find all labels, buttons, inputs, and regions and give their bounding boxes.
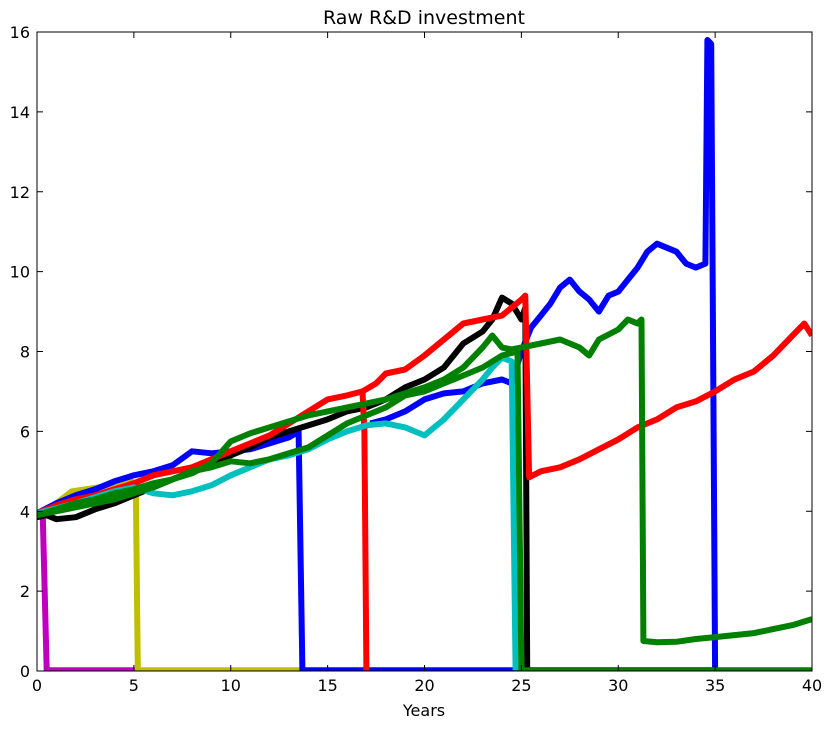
y-axis-ticks: 0 2 4 6 8 10 12 14 16 — [10, 23, 812, 681]
series-line-6 — [360, 292, 812, 481]
plot-frame — [36, 31, 813, 672]
plot-area — [36, 31, 813, 672]
chart-title: Raw R&D investment — [323, 7, 525, 29]
x-axis-title: Years — [402, 701, 445, 720]
series-line-8 — [37, 316, 812, 646]
y-tick-label: 10 — [10, 263, 30, 282]
series-layer — [37, 37, 812, 671]
y-tick-label: 6 — [20, 422, 30, 441]
x-tick-label: 5 — [129, 676, 139, 695]
x-tick-label: 0 — [32, 676, 42, 695]
x-tick-label: 35 — [705, 676, 725, 695]
y-tick-label: 14 — [10, 103, 30, 122]
series-line-9 — [37, 348, 812, 671]
y-tick-label: 0 — [20, 662, 30, 681]
series-line-2 — [37, 428, 712, 671]
x-tick-label: 40 — [802, 676, 822, 695]
x-axis-ticks: 0 5 10 15 20 25 30 35 40 — [32, 32, 822, 695]
y-tick-label: 8 — [20, 343, 30, 362]
series-line-7 — [37, 354, 519, 671]
x-tick-label: 15 — [317, 676, 337, 695]
y-tick-label: 16 — [10, 23, 30, 42]
series-line-3 — [369, 37, 719, 671]
x-tick-label: 20 — [414, 676, 434, 695]
x-tick-label: 25 — [511, 676, 531, 695]
y-tick-label: 4 — [20, 502, 30, 521]
y-tick-label: 12 — [10, 183, 30, 202]
y-tick-label: 2 — [20, 582, 30, 601]
x-tick-label: 30 — [608, 676, 628, 695]
series-line-5 — [37, 388, 370, 671]
x-tick-label: 10 — [221, 676, 241, 695]
series-line-0 — [37, 512, 138, 671]
